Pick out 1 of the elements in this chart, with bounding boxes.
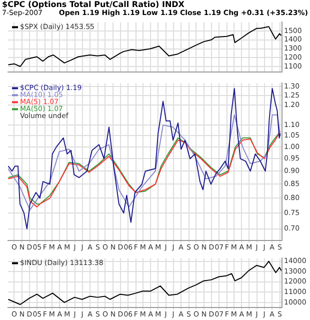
chart-title: $CPC (Options Total Put/Call Ratio) INDX bbox=[2, 0, 186, 9]
